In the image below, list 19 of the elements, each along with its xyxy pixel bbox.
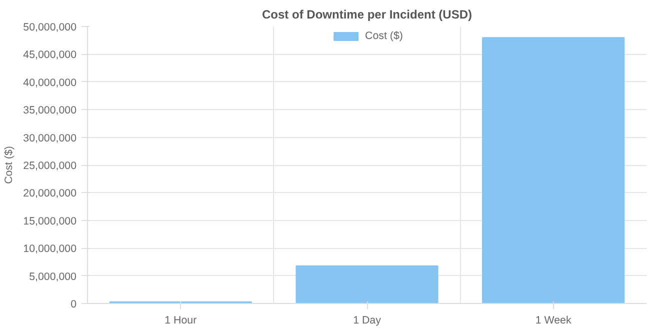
y-tick-label: 30,000,000 (23, 132, 77, 144)
chart-title: Cost of Downtime per Incident (USD) (262, 8, 472, 22)
y-tick-label: 0 (70, 298, 77, 310)
y-tick-label: 5,000,000 (29, 270, 77, 283)
y-tick-label: 40,000,000 (23, 76, 77, 89)
legend-label: Cost ($) (365, 30, 403, 42)
y-tick-label: 45,000,000 (23, 49, 77, 62)
bar (482, 37, 625, 304)
y-tick-label: 15,000,000 (23, 215, 77, 228)
y-tick-label: 25,000,000 (23, 160, 77, 172)
y-tick-label: 10,000,000 (23, 243, 77, 256)
y-tick-label: 50,000,000 (23, 22, 77, 34)
y-axis-title: Cost ($) (3, 146, 16, 184)
x-tick-label: 1 Day (353, 314, 382, 326)
y-tick-label: 20,000,000 (23, 188, 77, 200)
x-tick-label: 1 Hour (164, 314, 198, 326)
y-tick-label: 35,000,000 (23, 104, 77, 117)
bar (296, 265, 438, 304)
x-tick-label: 1 Week (535, 314, 572, 326)
